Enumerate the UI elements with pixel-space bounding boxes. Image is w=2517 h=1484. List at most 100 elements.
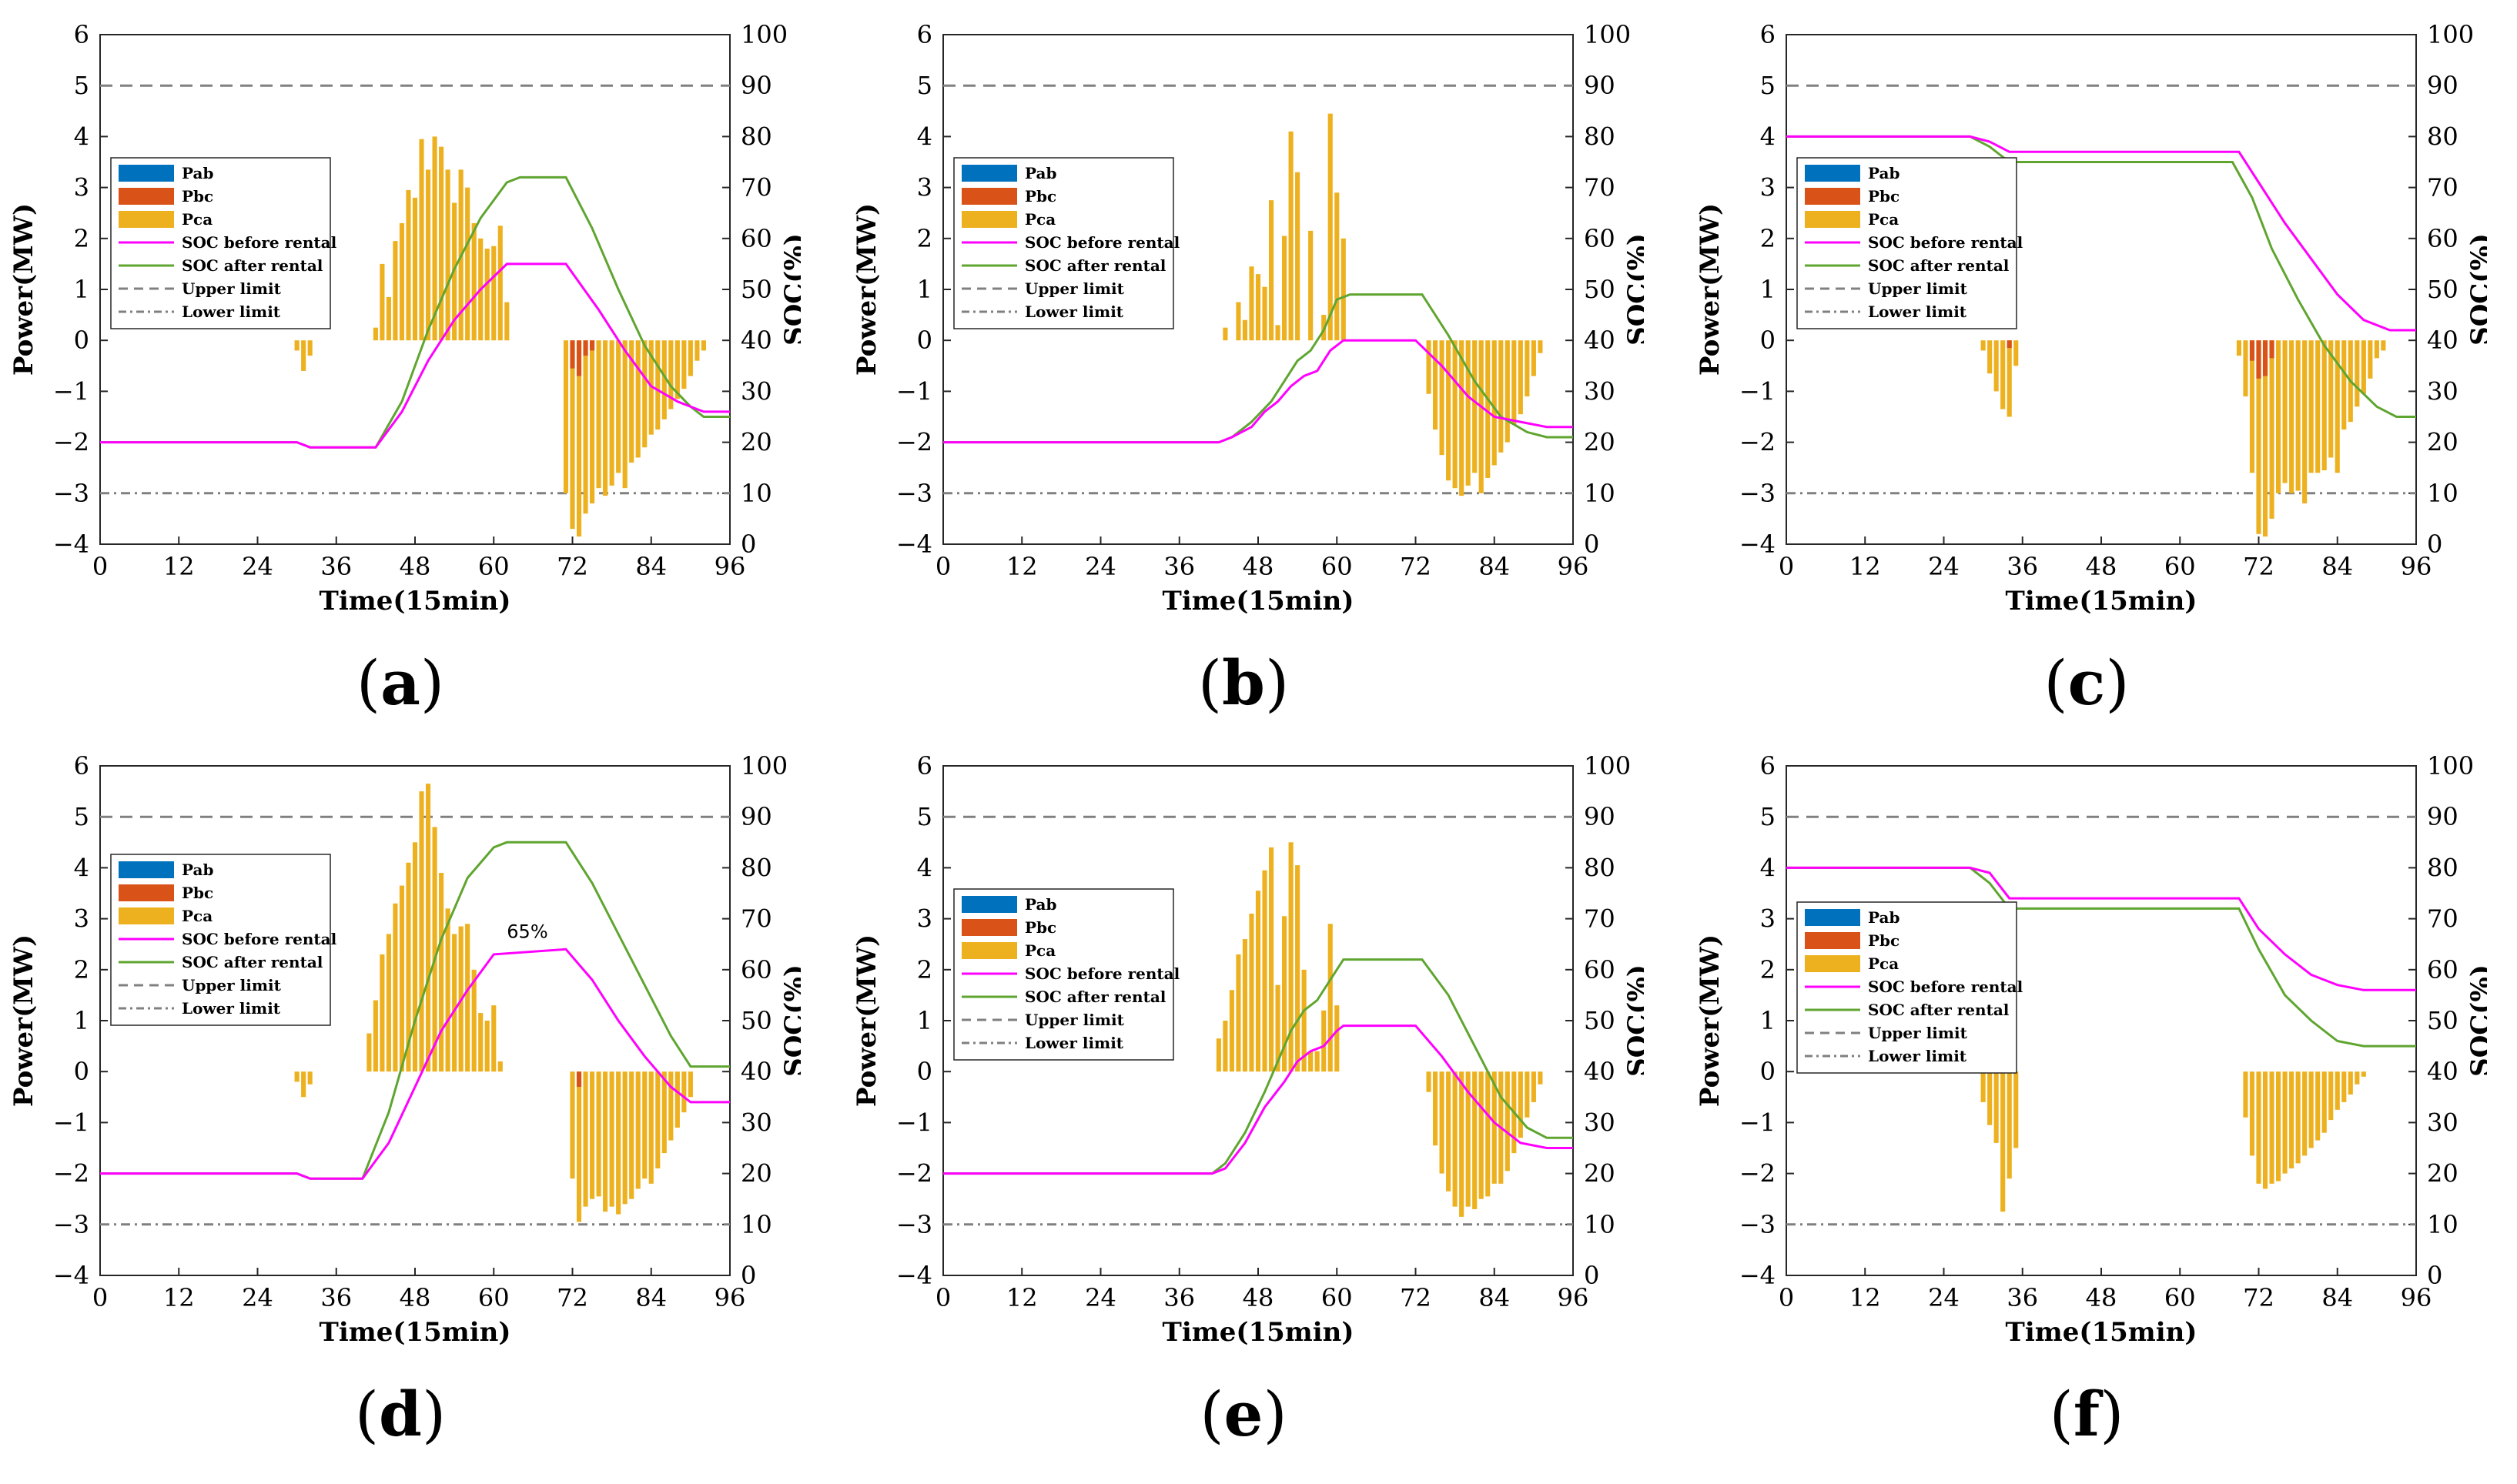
pca-bar	[1432, 340, 1438, 430]
y-tick-label: 4	[917, 122, 932, 151]
pca-bar	[2381, 340, 2386, 351]
y-axis-label: Power(MW)	[852, 203, 882, 376]
pca-bar	[1236, 954, 1241, 1072]
legend-label: Pab	[1025, 895, 1056, 914]
legend-label: Upper limit	[182, 976, 282, 994]
y2-tick-label: 0	[741, 1261, 756, 1290]
pca-bar	[1538, 1071, 1543, 1085]
y2-tick-label: 50	[2427, 275, 2458, 304]
x-tick-label: 12	[1849, 1283, 1881, 1312]
caption-open: (	[2043, 647, 2068, 719]
pca-bar	[2256, 1071, 2261, 1184]
pca-bar	[465, 187, 470, 341]
pca-bar	[2335, 340, 2340, 473]
x-tick-label: 24	[1085, 552, 1116, 581]
pca-bar	[1288, 842, 1294, 1072]
pca-bar	[307, 340, 313, 356]
pca-bar	[2289, 1071, 2294, 1168]
pca-bar	[1334, 192, 1340, 341]
legend-label: Lower limit	[1025, 302, 1124, 321]
legend: Pab Pbc Pca SOC before rental SOC after rent…	[953, 157, 1180, 329]
caption-letter: a	[380, 647, 420, 719]
pca-bar	[1282, 916, 1287, 1072]
pca-bar	[425, 784, 431, 1072]
y-tick-label: 1	[1760, 1006, 1776, 1035]
pca-bar	[2269, 1071, 2274, 1184]
pca-bar	[2007, 1071, 2012, 1179]
y2-tick-label: 10	[1584, 479, 1615, 508]
y2-tick-label: 50	[741, 275, 772, 304]
caption-open: (	[356, 647, 381, 719]
legend: Pab Pbc Pca SOC before rental SOC after rent…	[110, 157, 337, 329]
caption-letter: c	[2067, 647, 2106, 719]
y-tick-label: 3	[74, 173, 89, 202]
pca-bar	[1242, 319, 1248, 341]
y2-tick-label: 40	[2427, 1057, 2458, 1086]
y2-tick-label: 50	[741, 1006, 772, 1035]
x-tick-label: 96	[1558, 1283, 1589, 1312]
legend: Pab Pbc Pca SOC before rental SOC after rent…	[110, 854, 337, 1026]
pca-bar	[2262, 340, 2268, 537]
y-tick-label: 1	[917, 275, 932, 304]
y2-tick-label: 90	[2427, 802, 2458, 831]
pca-bar	[1446, 1071, 1451, 1192]
y2-tick-label: 60	[1584, 224, 1615, 253]
pca-bar	[478, 1013, 484, 1072]
legend-label: Pca	[1868, 210, 1899, 229]
caption-letter: e	[1223, 1378, 1264, 1450]
y-tick-label: 3	[1760, 904, 1776, 934]
pca-bar	[439, 873, 444, 1072]
soc-after-line	[1786, 135, 2416, 418]
pca-bar	[622, 340, 628, 489]
x-tick-label: 12	[1849, 552, 1881, 581]
y-tick-label: 2	[917, 224, 932, 253]
panel-caption: (a)	[0, 647, 801, 719]
pca-bar	[596, 340, 601, 489]
pca-bar	[2282, 1071, 2288, 1174]
pca-bar	[629, 340, 634, 463]
pca-bar	[2328, 1071, 2334, 1121]
pca-bar	[1459, 1071, 1464, 1217]
y-tick-label: −2	[53, 1159, 89, 1188]
chart-panel-c: −4 −3 −2 −1 0 1 2 3 4 5 6 0 10 20 30 40 50 60 70 80 90 100 0 12…	[1686, 0, 2487, 731]
y2-tick-label: 100	[741, 20, 788, 49]
legend-swatch	[962, 211, 1017, 228]
y2-tick-label: 30	[1584, 376, 1615, 406]
y2-tick-label: 0	[1584, 530, 1599, 559]
caption-open: (	[1197, 647, 1223, 719]
soc-after-line	[1786, 866, 2416, 1048]
pca-bar	[1439, 1071, 1444, 1174]
pca-bar	[380, 263, 385, 341]
pca-bar	[1531, 1071, 1536, 1102]
x-tick-label: 72	[2243, 1283, 2274, 1312]
y-tick-label: −3	[896, 479, 932, 508]
pca-bar	[589, 340, 595, 504]
y-tick-label: 5	[1760, 71, 1776, 100]
pca-bar	[497, 1061, 503, 1072]
y2-tick-label: 50	[2427, 1006, 2458, 1035]
pca-bar	[1249, 913, 1254, 1072]
pca-bar	[2355, 340, 2360, 407]
pbc-bar	[2262, 340, 2268, 376]
x-tick-label: 48	[2086, 1283, 2117, 1312]
pca-bar	[681, 340, 687, 389]
panel-caption: (e)	[843, 1378, 1644, 1450]
legend-label: SOC after rental	[182, 953, 323, 971]
y-tick-label: −3	[1739, 1210, 1776, 1239]
x-tick-label: 72	[1400, 1283, 1431, 1312]
pca-bar	[1321, 1010, 1327, 1072]
pca-bar	[301, 340, 306, 371]
legend-label: SOC before rental	[1868, 978, 2023, 996]
pca-bar	[491, 246, 497, 341]
pca-bar	[2341, 340, 2347, 430]
y2-tick-label: 30	[1584, 1108, 1615, 1137]
y2-axis-label: SOC(%)	[779, 233, 801, 346]
y2-tick-label: 80	[2427, 853, 2458, 882]
pca-bar	[1341, 238, 1346, 341]
pca-bar	[1426, 340, 1431, 394]
chart-panel-a: −4 −3 −2 −1 0 1 2 3 4 5 6 0 10 20 30 40 50 60 70 80 90 100 0 12…	[0, 0, 801, 731]
pca-bar	[445, 169, 450, 341]
legend-label: Pab	[1025, 164, 1056, 182]
y-tick-label: 0	[1760, 326, 1776, 355]
